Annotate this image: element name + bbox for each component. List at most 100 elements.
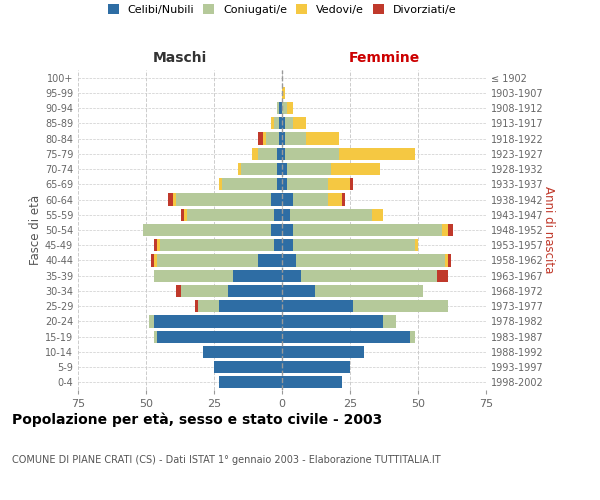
- Bar: [181, 208, 184, 221]
- Bar: [271, 224, 282, 236]
- Bar: [176, 285, 181, 297]
- Bar: [353, 300, 448, 312]
- Bar: [287, 102, 293, 114]
- Bar: [285, 132, 307, 144]
- Bar: [151, 254, 154, 266]
- Bar: [214, 361, 282, 373]
- Bar: [282, 285, 314, 297]
- Bar: [157, 239, 160, 252]
- Bar: [195, 300, 197, 312]
- Bar: [285, 148, 339, 160]
- Bar: [290, 208, 372, 221]
- Bar: [282, 376, 342, 388]
- Y-axis label: Anni di nascita: Anni di nascita: [542, 186, 555, 274]
- Bar: [233, 270, 282, 282]
- Bar: [277, 148, 282, 160]
- Bar: [293, 224, 442, 236]
- Bar: [257, 132, 263, 144]
- Bar: [448, 224, 454, 236]
- Bar: [293, 117, 307, 130]
- Y-axis label: Fasce di età: Fasce di età: [29, 195, 42, 265]
- Bar: [271, 117, 274, 130]
- Bar: [282, 316, 383, 328]
- Bar: [282, 330, 410, 343]
- Bar: [282, 270, 301, 282]
- Bar: [154, 270, 233, 282]
- Bar: [154, 316, 282, 328]
- Bar: [277, 102, 279, 114]
- Bar: [282, 178, 287, 190]
- Bar: [181, 285, 227, 297]
- Bar: [437, 270, 448, 282]
- Bar: [154, 330, 157, 343]
- Bar: [282, 346, 364, 358]
- Bar: [257, 254, 282, 266]
- Bar: [282, 361, 350, 373]
- Bar: [263, 132, 266, 144]
- Bar: [173, 194, 176, 205]
- Bar: [241, 163, 277, 175]
- Bar: [168, 194, 173, 205]
- Text: Maschi: Maschi: [153, 51, 207, 65]
- Bar: [143, 224, 271, 236]
- Bar: [157, 254, 257, 266]
- Bar: [372, 208, 383, 221]
- Bar: [442, 224, 448, 236]
- Bar: [287, 163, 331, 175]
- Bar: [220, 300, 282, 312]
- Bar: [220, 178, 222, 190]
- Bar: [197, 300, 220, 312]
- Bar: [307, 132, 339, 144]
- Bar: [445, 254, 448, 266]
- Bar: [279, 102, 282, 114]
- Legend: Celibi/Nubili, Coniugati/e, Vedovi/e, Divorziati/e: Celibi/Nubili, Coniugati/e, Vedovi/e, Di…: [103, 0, 461, 20]
- Bar: [293, 239, 415, 252]
- Bar: [277, 178, 282, 190]
- Bar: [271, 194, 282, 205]
- Bar: [157, 330, 282, 343]
- Bar: [282, 194, 293, 205]
- Bar: [154, 239, 157, 252]
- Bar: [301, 270, 437, 282]
- Bar: [227, 285, 282, 297]
- Bar: [222, 178, 277, 190]
- Bar: [279, 117, 282, 130]
- Bar: [279, 132, 282, 144]
- Bar: [187, 208, 274, 221]
- Bar: [282, 239, 293, 252]
- Bar: [285, 117, 293, 130]
- Bar: [282, 300, 353, 312]
- Bar: [203, 346, 282, 358]
- Bar: [274, 239, 282, 252]
- Bar: [282, 163, 287, 175]
- Bar: [331, 163, 380, 175]
- Bar: [342, 194, 344, 205]
- Bar: [282, 117, 285, 130]
- Bar: [184, 208, 187, 221]
- Bar: [274, 208, 282, 221]
- Bar: [282, 132, 285, 144]
- Bar: [350, 178, 353, 190]
- Bar: [339, 148, 415, 160]
- Text: Popolazione per età, sesso e stato civile - 2003: Popolazione per età, sesso e stato civil…: [12, 412, 382, 427]
- Bar: [383, 316, 396, 328]
- Bar: [296, 254, 445, 266]
- Bar: [410, 330, 415, 343]
- Bar: [282, 102, 287, 114]
- Bar: [176, 194, 271, 205]
- Bar: [154, 254, 157, 266]
- Bar: [293, 194, 328, 205]
- Bar: [314, 285, 424, 297]
- Bar: [160, 239, 274, 252]
- Bar: [252, 148, 257, 160]
- Bar: [415, 239, 418, 252]
- Bar: [277, 163, 282, 175]
- Bar: [220, 376, 282, 388]
- Bar: [282, 87, 285, 99]
- Bar: [282, 208, 290, 221]
- Bar: [238, 163, 241, 175]
- Bar: [266, 132, 279, 144]
- Bar: [282, 224, 293, 236]
- Bar: [328, 194, 342, 205]
- Bar: [282, 148, 285, 160]
